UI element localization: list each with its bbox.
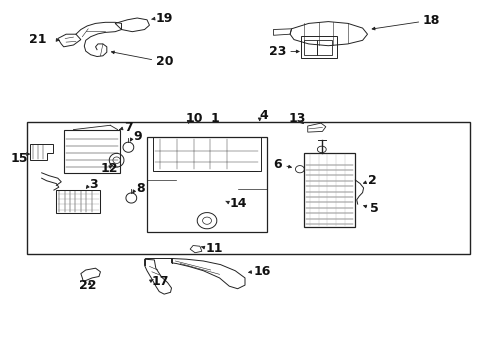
Text: 11: 11: [206, 242, 223, 255]
Text: 23: 23: [270, 45, 287, 58]
Text: 2: 2: [368, 174, 377, 187]
Bar: [56, 190, 100, 213]
Text: 8: 8: [136, 182, 145, 195]
Text: 1: 1: [211, 112, 220, 125]
Text: 10: 10: [185, 112, 203, 125]
Text: 13: 13: [288, 112, 305, 125]
Text: 17: 17: [152, 275, 170, 288]
Text: 14: 14: [229, 197, 247, 210]
Bar: [147, 137, 267, 232]
Bar: [301, 36, 337, 58]
Text: 12: 12: [100, 162, 118, 175]
Text: 22: 22: [79, 279, 97, 292]
Text: 18: 18: [422, 14, 440, 27]
Text: 20: 20: [156, 55, 173, 68]
Text: 5: 5: [370, 202, 379, 215]
Text: 21: 21: [29, 33, 47, 46]
Text: 15: 15: [10, 152, 28, 165]
Text: 9: 9: [133, 130, 142, 143]
Text: 16: 16: [254, 265, 271, 278]
Text: 6: 6: [273, 158, 282, 171]
Text: 4: 4: [260, 109, 269, 122]
Bar: [304, 153, 355, 227]
Text: 19: 19: [156, 12, 173, 24]
Text: 7: 7: [124, 121, 133, 134]
Text: 3: 3: [90, 178, 98, 191]
Bar: [27, 122, 470, 254]
Bar: [64, 130, 120, 173]
Bar: [153, 137, 261, 171]
